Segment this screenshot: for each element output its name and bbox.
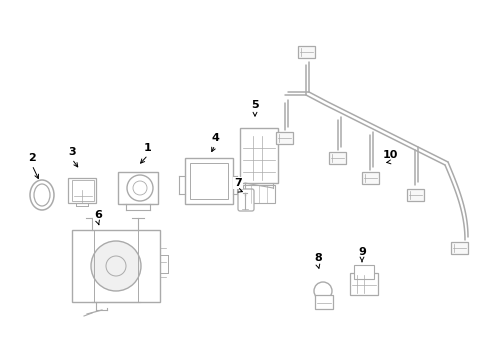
Bar xyxy=(72,180,94,201)
Bar xyxy=(315,295,333,309)
Bar xyxy=(240,128,278,183)
Bar xyxy=(190,163,228,199)
Circle shape xyxy=(91,241,141,291)
Text: 6: 6 xyxy=(94,210,102,220)
Bar xyxy=(243,185,275,203)
Text: 8: 8 xyxy=(314,253,322,263)
Text: 10: 10 xyxy=(382,150,398,160)
Bar xyxy=(350,273,378,295)
Text: 5: 5 xyxy=(251,100,259,110)
Bar xyxy=(407,189,423,201)
Text: 2: 2 xyxy=(28,153,36,163)
FancyBboxPatch shape xyxy=(238,189,254,211)
Bar xyxy=(354,265,374,279)
Text: 7: 7 xyxy=(234,178,242,188)
Bar xyxy=(185,158,233,204)
Bar xyxy=(450,242,467,254)
Bar xyxy=(72,230,160,302)
Text: 9: 9 xyxy=(358,247,366,257)
Circle shape xyxy=(314,282,332,300)
Text: 1: 1 xyxy=(144,143,152,153)
Bar xyxy=(275,132,293,144)
Bar xyxy=(68,178,96,203)
Text: 4: 4 xyxy=(211,133,219,143)
Bar xyxy=(328,152,345,164)
Circle shape xyxy=(127,175,153,201)
Bar xyxy=(118,172,158,204)
Text: 3: 3 xyxy=(68,147,76,157)
Bar xyxy=(297,46,315,58)
Bar xyxy=(362,172,378,184)
